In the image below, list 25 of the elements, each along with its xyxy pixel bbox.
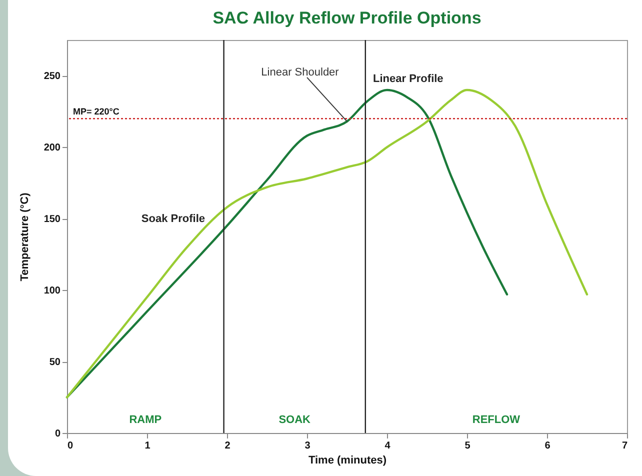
annotation: Linear Shoulder — [261, 66, 340, 78]
series-label: Linear Profile — [373, 73, 444, 86]
y-tick-label: 100 — [44, 286, 61, 297]
x-axis-title: Time (minutes) — [308, 454, 387, 466]
annotation: RAMP — [129, 414, 162, 426]
x-tick-label: 7 — [622, 440, 628, 452]
x-tick-label: 5 — [464, 440, 471, 452]
annotation: SOAK — [278, 414, 311, 426]
x-tick-label: 2 — [224, 440, 231, 452]
x-tick-label: 6 — [544, 440, 551, 452]
y-tick-label: 150 — [44, 214, 61, 226]
x-tick-label: 0 — [68, 440, 74, 452]
ref-line-label: MP= 220°C — [73, 106, 120, 117]
x-tick-label: 1 — [144, 440, 151, 452]
y-tick-label: 250 — [44, 71, 61, 82]
y-tick-label: 50 — [49, 357, 61, 368]
y-tick-label: 0 — [54, 428, 61, 440]
series-label: Soak Profile — [141, 213, 205, 226]
line-series — [66, 88, 588, 398]
y-axis-title: Temperature (°C) — [18, 192, 31, 282]
x-tick-label: 3 — [304, 440, 311, 452]
y-tick-label: 200 — [44, 142, 61, 154]
annotation: REFLOW — [472, 414, 521, 426]
x-tick-label: 4 — [384, 440, 391, 452]
chart-title: SAC Alloy Reflow Profile Options — [212, 8, 482, 28]
